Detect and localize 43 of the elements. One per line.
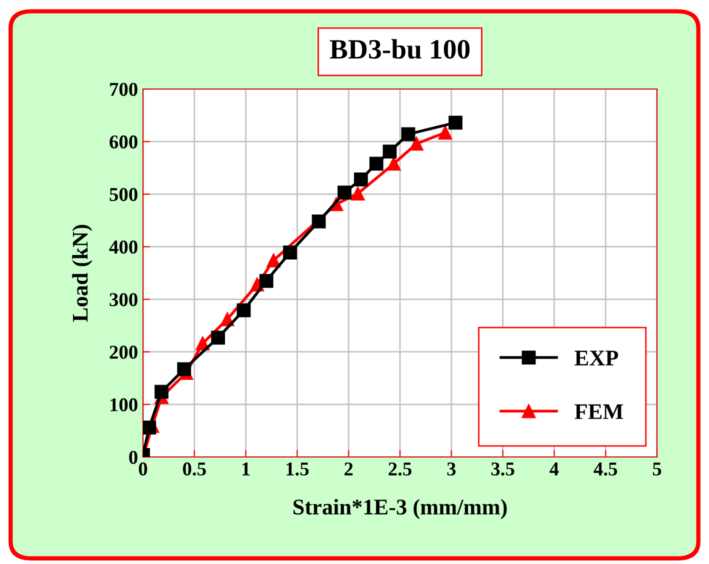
y-tick-label: 300 <box>110 293 138 306</box>
point <box>338 186 352 200</box>
x-tick-label: 2.5 <box>388 462 412 476</box>
x-tick-label: 0.5 <box>182 462 206 476</box>
legend-label: EXP <box>574 350 618 366</box>
x-axis-title: Strain*1E-3 (mm/mm) <box>293 498 507 520</box>
point <box>236 303 251 318</box>
point <box>211 330 225 345</box>
point <box>448 116 462 130</box>
x-tick-label: 3.5 <box>491 462 514 476</box>
point <box>369 156 384 171</box>
point <box>154 384 168 399</box>
y-tick-label: 0 <box>129 450 138 464</box>
point <box>386 156 401 171</box>
x-tick-label: 1 <box>242 462 250 476</box>
point <box>350 186 365 201</box>
legend-label: FEM <box>574 404 624 419</box>
y-tick-label: 600 <box>110 135 138 149</box>
y-tick-label: 700 <box>110 82 138 96</box>
y-tick-label: 100 <box>110 398 138 412</box>
y-tick-label: 400 <box>109 240 138 254</box>
x-tick-label: 5 <box>652 462 662 476</box>
point <box>354 172 368 186</box>
point <box>259 274 274 288</box>
point <box>312 214 326 228</box>
x-tick-label: 2 <box>344 462 353 476</box>
point <box>266 253 280 268</box>
point <box>401 127 416 142</box>
point <box>438 126 452 140</box>
y-tick-label: 500 <box>110 188 138 202</box>
x-tick-label: 3 <box>447 462 456 476</box>
x-tick-label: 4 <box>550 462 559 476</box>
y-axis-title: Load (kN) <box>72 224 92 322</box>
x-tick-label: 4.5 <box>594 462 618 476</box>
y-tick-label: 200 <box>110 346 138 359</box>
point <box>382 144 397 159</box>
x-tick-label: 1.5 <box>286 462 309 476</box>
point <box>143 420 156 435</box>
point <box>177 362 192 376</box>
chart-title: BD3-bu 100 <box>330 39 470 59</box>
point <box>410 136 424 151</box>
x-tick-label: 0 <box>138 462 148 476</box>
point <box>283 246 297 260</box>
